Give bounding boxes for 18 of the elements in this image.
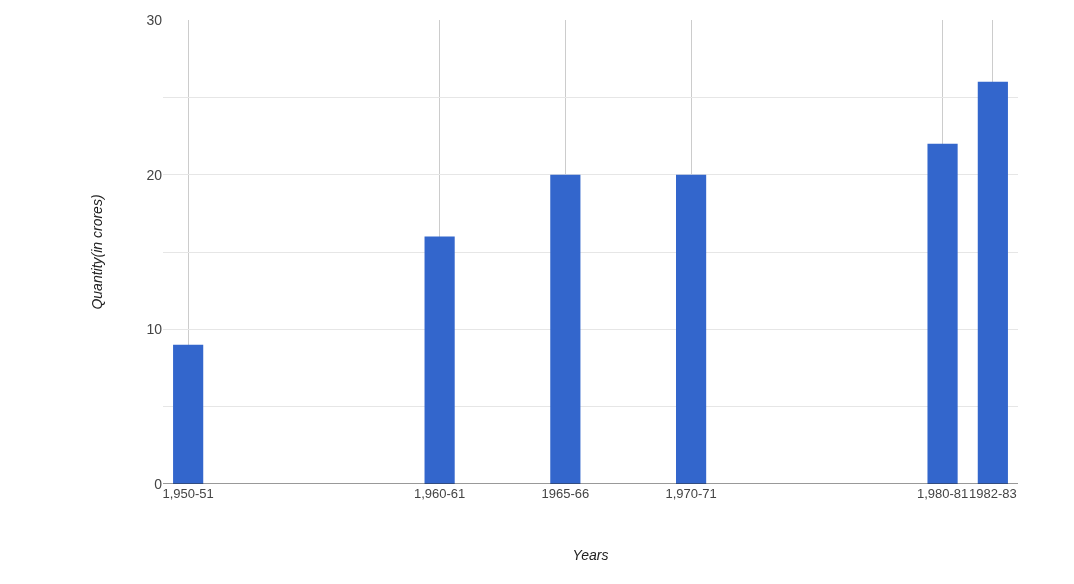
bar	[424, 236, 455, 484]
bar	[173, 344, 204, 484]
x-tick-label: 1,980-81	[916, 486, 969, 501]
y-tick-label: 10	[146, 321, 163, 338]
bar	[927, 143, 958, 484]
y-axis-title: Quantity(in crores)	[89, 194, 106, 310]
x-tick-label: 1965-66	[541, 486, 590, 501]
x-tick-label: 1,970-71	[665, 486, 717, 501]
x-tick-label: 1,960-61	[413, 486, 466, 501]
x-tick-label: 1,950-51	[162, 486, 214, 501]
bar	[676, 174, 707, 484]
y-tick-label: 20	[146, 166, 163, 183]
bar	[550, 174, 581, 484]
y-tick-label: 0	[154, 475, 163, 492]
x-tick-label: 1982-83	[968, 486, 1017, 501]
y-tick-label: 30	[146, 11, 163, 28]
x-axis-title: Years	[572, 547, 609, 564]
bar	[977, 81, 1008, 484]
